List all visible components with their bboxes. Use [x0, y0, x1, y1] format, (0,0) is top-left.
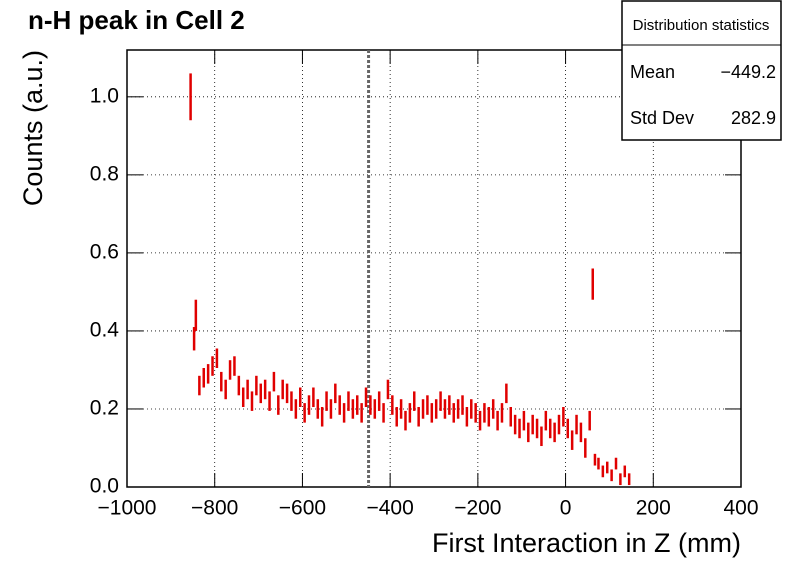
x-tick-label: −400: [366, 497, 413, 520]
stats-title: Distribution statistics: [633, 17, 770, 34]
x-axis-label: First Interaction in Z (mm): [432, 528, 741, 558]
y-tick-label: 0.4: [90, 318, 120, 341]
y-tick-label: 1.0: [90, 84, 119, 107]
y-axis-label: Counts (a.u.): [18, 50, 48, 206]
stats-value: 282.9: [731, 108, 776, 128]
x-tick-label: −600: [279, 497, 326, 520]
x-tick-label: 400: [723, 497, 758, 520]
x-tick-label: 0: [560, 497, 572, 520]
stats-name: Std Dev: [630, 108, 694, 128]
y-tick-label: 0.8: [90, 162, 119, 185]
x-tick-label: 200: [636, 497, 671, 520]
x-tick-label: −200: [454, 497, 501, 520]
x-tick-label: −800: [191, 497, 238, 520]
y-tick-label: 0.6: [90, 240, 119, 263]
stats-name: Mean: [630, 62, 675, 82]
stats-box: [621, 0, 782, 141]
plot-frame: [126, 49, 742, 488]
chart-title: n-H peak in Cell 2: [28, 5, 245, 35]
y-tick-label: 0.2: [90, 397, 119, 420]
stats-value: −449.2: [720, 62, 776, 82]
y-tick-label: 0.0: [90, 475, 119, 498]
x-tick-label: −1000: [98, 497, 157, 520]
